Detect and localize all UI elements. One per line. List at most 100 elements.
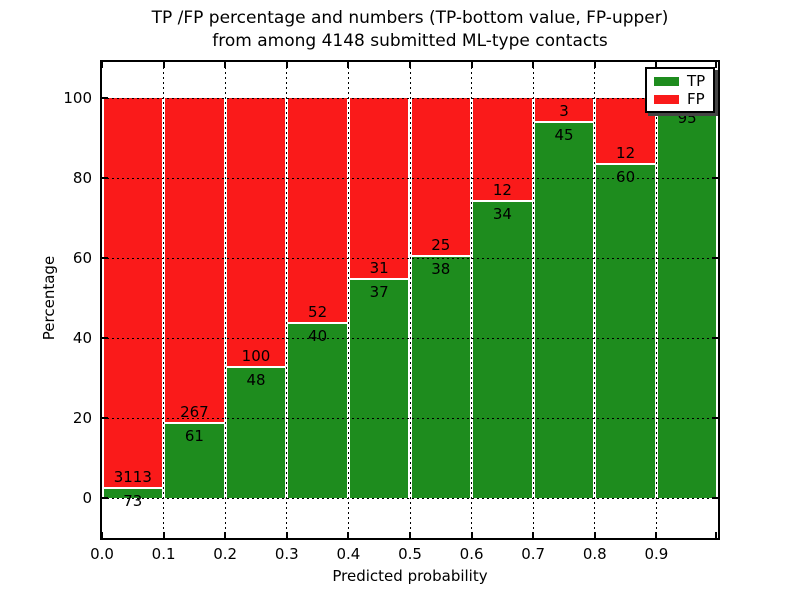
gridline-x	[224, 62, 226, 538]
legend-swatch-tp-icon	[654, 76, 679, 86]
bar-tp-segment	[165, 423, 224, 498]
bar-segment-separator	[103, 486, 163, 489]
bar-tp-count-label: 34	[492, 205, 512, 224]
bar-fp-segment	[473, 98, 532, 203]
y-tick-mark	[712, 497, 718, 499]
gridline-x	[163, 62, 165, 538]
x-tick-mark	[224, 62, 227, 68]
bar-tp-segment	[473, 202, 532, 498]
y-tick-label: 60	[72, 249, 92, 267]
y-tick-mark	[712, 177, 718, 179]
bar-fp-segment	[226, 98, 286, 369]
bar-tp-segment	[657, 106, 717, 498]
x-tick-label: 0.3	[274, 545, 299, 563]
y-tick-mark	[102, 417, 108, 419]
legend-item-fp: FP	[654, 91, 706, 107]
y-tick-mark	[712, 417, 718, 419]
x-tick-label: 0.4	[336, 545, 361, 563]
y-tick-mark	[102, 337, 108, 339]
bar-tp-count-label: 45	[554, 126, 574, 144]
x-tick-mark	[101, 62, 103, 68]
x-tick-mark	[409, 532, 411, 538]
x-tick-mark	[593, 532, 596, 538]
x-tick-mark	[470, 62, 473, 68]
y-tick-mark	[102, 97, 108, 99]
bar-tp-segment	[103, 488, 163, 498]
legend-item-tp: TP	[654, 73, 706, 89]
bar-tp-segment	[288, 324, 347, 498]
bar-tp-segment	[226, 368, 286, 498]
x-tick-label: 0.7	[521, 545, 546, 563]
y-tick-label: 0	[82, 489, 92, 507]
y-tick-mark	[712, 257, 718, 259]
bar-fp-segment	[411, 98, 471, 257]
gridline-x	[655, 62, 657, 538]
x-tick-mark	[470, 532, 473, 538]
bar-segment-separator	[288, 322, 347, 325]
x-tick-mark	[224, 532, 227, 538]
x-tick-label: 0.6	[459, 545, 484, 563]
y-tick-mark	[102, 177, 108, 179]
bar-segment-separator	[411, 254, 471, 257]
bar-tp-count-label: 40	[308, 327, 328, 346]
bar-fp-count-label: 267	[180, 402, 209, 421]
x-tick-label: 0.9	[644, 545, 669, 563]
bar-segment-separator	[165, 421, 224, 424]
bar-fp-count-label: 100	[241, 347, 271, 366]
x-tick-mark	[101, 532, 103, 538]
x-tick-label: 0.1	[151, 545, 176, 563]
x-tick-mark	[162, 532, 165, 538]
bar-fp-count-label: 3	[559, 102, 569, 120]
x-tick-mark	[715, 532, 717, 538]
x-tick-label: 0.5	[398, 545, 422, 563]
gridline-y	[102, 498, 718, 499]
plot-area: 3113732676110048524031372538123434512602…	[100, 60, 720, 540]
bar-tp-count-label: 37	[369, 283, 389, 302]
gridline-x	[594, 62, 596, 538]
bar-segment-separator	[349, 278, 409, 281]
bar-segment-separator	[226, 366, 286, 369]
bar-fp-count-label: 25	[431, 235, 451, 254]
gridline-y	[102, 178, 718, 179]
bar-tp-segment	[596, 164, 655, 498]
x-tick-mark	[655, 62, 658, 68]
bar-fp-segment	[288, 98, 347, 325]
x-tick-label: 0.0	[90, 545, 114, 563]
bar-fp-count-label: 31	[369, 259, 389, 278]
bar-tp-segment	[411, 256, 471, 498]
bar-segment-separator	[534, 121, 594, 123]
y-tick-mark	[712, 97, 718, 99]
x-tick-label: 0.8	[582, 545, 607, 563]
legend-label-tp: TP	[687, 72, 706, 90]
x-axis-label: Predicted probability	[332, 567, 488, 585]
x-tick-mark	[347, 62, 350, 68]
x-tick-mark	[655, 532, 658, 538]
gridline-x	[286, 62, 288, 538]
bar-segment-separator	[596, 162, 655, 165]
bar-tp-count-label: 38	[431, 259, 451, 278]
gridline-y	[102, 98, 718, 99]
bar-fp-count-label: 3113	[113, 467, 152, 486]
gridline-y	[102, 418, 718, 419]
y-tick-label: 80	[72, 169, 92, 187]
y-tick-label: 20	[72, 409, 92, 427]
y-axis-label: Percentage	[40, 255, 58, 341]
bar-fp-count-label: 12	[492, 181, 512, 200]
gridline-x	[347, 62, 349, 538]
bar-fp-count-label: 52	[308, 303, 328, 322]
chart-title-line1: TP /FP percentage and numbers (TP-bottom…	[151, 8, 669, 28]
bar-tp-count-label: 48	[246, 371, 266, 390]
x-tick-mark	[593, 62, 596, 68]
gridline-y	[102, 338, 718, 339]
y-tick-mark	[102, 257, 108, 259]
x-tick-mark	[409, 62, 411, 68]
legend: TP FP	[645, 67, 715, 113]
gridline-y	[102, 258, 718, 259]
y-tick-label: 100	[63, 89, 92, 107]
y-tick-mark	[712, 337, 718, 339]
x-tick-mark	[285, 62, 288, 68]
x-tick-mark	[715, 62, 717, 68]
bar-tp-segment	[349, 280, 409, 498]
bar-fp-segment	[349, 98, 409, 281]
